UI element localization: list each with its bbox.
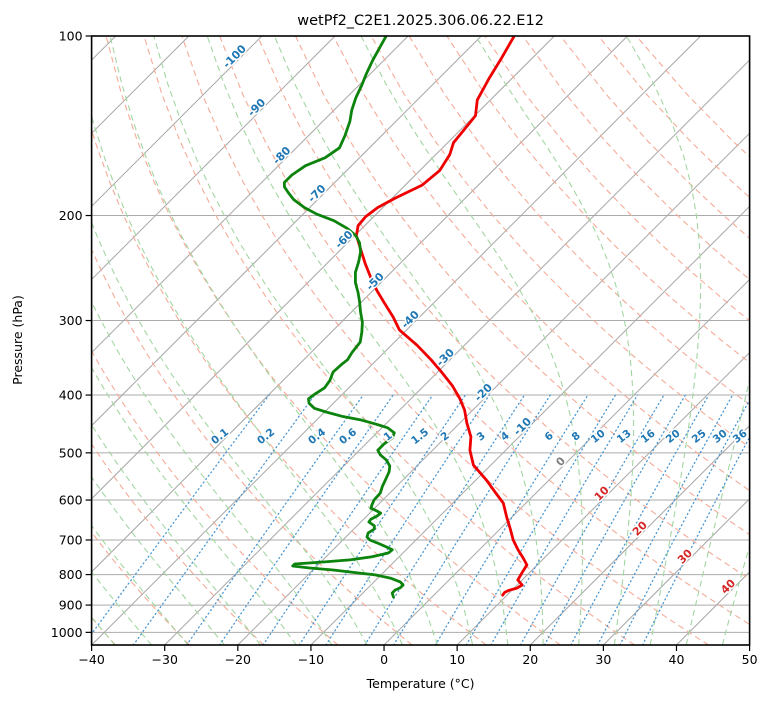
- y-tick-label: 200: [59, 208, 83, 223]
- x-axis-label: Temperature (°C): [366, 676, 475, 691]
- y-tick-label: 900: [59, 598, 83, 613]
- x-tick-label: −20: [225, 652, 251, 667]
- x-tick-label: −40: [78, 652, 104, 667]
- y-tick-label: 700: [59, 532, 83, 547]
- x-tick-label: 0: [380, 652, 388, 667]
- x-tick-label: −10: [298, 652, 324, 667]
- y-tick-label: 1000: [51, 625, 83, 640]
- y-tick-label: 500: [59, 445, 83, 460]
- x-tick-label: 50: [742, 652, 758, 667]
- x-tick-label: 20: [522, 652, 538, 667]
- x-tick-label: 30: [595, 652, 611, 667]
- y-tick-label: 100: [59, 29, 83, 44]
- plot-area: [92, 36, 750, 645]
- chart-title: wetPf2_C2E1.2025.306.06.22.E12: [297, 13, 544, 29]
- x-tick-label: 40: [669, 652, 685, 667]
- y-tick-label: 300: [59, 313, 83, 328]
- y-tick-label: 600: [59, 493, 83, 508]
- isotherm-line: [750, 36, 775, 645]
- y-tick-label: 800: [59, 567, 83, 582]
- y-axis-label: Pressure (hPa): [10, 295, 25, 385]
- x-tick-label: −30: [152, 652, 178, 667]
- x-tick-label: 10: [449, 652, 465, 667]
- y-tick-label: 400: [59, 388, 83, 403]
